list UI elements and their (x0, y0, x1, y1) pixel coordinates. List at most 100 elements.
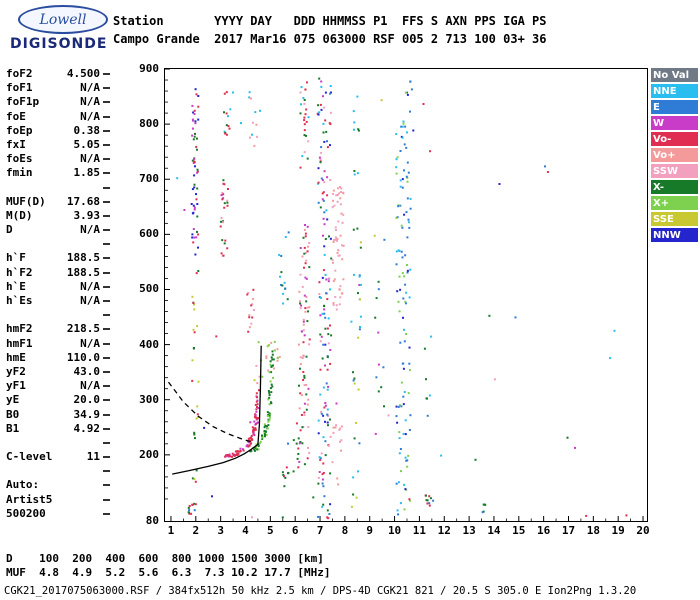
row-tick (103, 314, 110, 317)
param-value: N/A (80, 152, 100, 166)
param-value: 17.68 (66, 194, 100, 208)
param-row-spacer (6, 463, 110, 477)
row-tick (103, 413, 110, 416)
x-axis-tick-label: 13 (462, 524, 476, 537)
param-row-spacer (6, 236, 110, 250)
x-axis-tick-label: 11 (412, 524, 427, 537)
x-axis-tick-label: 18 (586, 524, 600, 537)
row-tick (103, 243, 110, 246)
x-axis-tick-label: 2 (192, 524, 200, 537)
param-label: foF2 (6, 67, 33, 80)
param-value: 43.0 (73, 364, 101, 378)
row-tick (103, 370, 110, 373)
row-tick (103, 172, 110, 175)
param-label: hmE (6, 350, 26, 364)
row-tick (103, 399, 110, 402)
param-value: 110.0 (66, 350, 100, 364)
param-row: Auto: (6, 477, 110, 491)
row-tick (103, 229, 110, 232)
row-tick (103, 158, 110, 161)
x-axis-tick-label: 20 (636, 524, 650, 537)
row-tick (103, 143, 110, 146)
row-tick (103, 342, 110, 345)
param-label: foEs (6, 152, 33, 166)
row-tick (103, 427, 110, 430)
logo-brand-text: Lowell (39, 11, 87, 28)
param-label: MUF(D) (6, 194, 46, 208)
param-value: 5.05 (73, 137, 101, 151)
y-axis-tick-label: 80 (145, 514, 159, 527)
muf-distance-row: D 100 200 400 600 800 1000 1500 3000 [km… (6, 552, 324, 565)
param-label: Artist5 (6, 492, 53, 506)
param-row: fmin 1.85 (6, 165, 110, 179)
lowell-logo-oval: Lowell (18, 5, 108, 34)
param-row: fxI 5.05 (6, 137, 110, 151)
param-row: h`Es N/A (6, 293, 110, 307)
param-row: D N/A (6, 222, 110, 236)
param-value: N/A (80, 379, 100, 393)
param-label: C-level (6, 450, 53, 464)
x-axis-tick-label: 1 (167, 524, 175, 537)
param-row: foF1 N/A (6, 80, 110, 94)
param-value: N/A (80, 336, 100, 350)
param-row: yE 20.0 (6, 392, 110, 406)
muf-values-row: MUF 4.8 4.9 5.2 5.6 6.3 7.3 10.2 17.7 [M… (6, 566, 331, 579)
row-tick (103, 498, 110, 501)
legend-item-NNE: NNE (651, 84, 698, 98)
param-label: yF2 (6, 364, 26, 378)
param-row: Artist5 (6, 492, 110, 506)
param-value: 188.5 (66, 251, 100, 265)
row-tick (103, 186, 110, 189)
param-label: foF1p (6, 95, 40, 109)
lowell-digisonde-logo: Lowell DIGISONDE (10, 5, 114, 52)
row-tick (103, 300, 110, 302)
param-value: 3.93 (73, 208, 101, 222)
row-tick (103, 441, 110, 444)
param-label: hmF1 (6, 336, 33, 350)
param-row: hmE 110.0 (6, 350, 110, 364)
x-axis-tick-label: 6 (291, 524, 299, 537)
param-value: N/A (80, 223, 100, 237)
param-row: foEs N/A (6, 151, 110, 165)
param-value: 218.5 (66, 322, 100, 336)
x-axis-tick-label: 14 (487, 524, 501, 537)
row-tick (103, 115, 110, 118)
param-value: N/A (80, 279, 100, 293)
param-row: M(D) 3.93 (6, 208, 110, 222)
param-row: B1 4.92 (6, 421, 110, 435)
param-label: hmF2 (6, 322, 33, 336)
header-field-values: Campo Grande 2017 Mar16 075 063000 RSF 0… (113, 32, 547, 46)
row-tick (103, 328, 110, 331)
param-value: 0.38 (73, 123, 101, 137)
row-tick (103, 257, 110, 260)
x-axis-tick-label: 12 (437, 524, 451, 537)
param-value: N/A (80, 81, 100, 95)
y-axis-tick-label: 200 (139, 447, 159, 461)
x-axis-tick-label: 16 (537, 524, 551, 537)
legend-item-Vo-: Vo- (651, 132, 698, 146)
param-row: h`F 188.5 (6, 250, 110, 264)
param-value: 1.85 (73, 166, 101, 180)
param-row: h`E N/A (6, 279, 110, 293)
x-axis-tick-label: 8 (341, 524, 349, 537)
param-label: fxI (6, 137, 26, 151)
x-axis-tick-label: 10 (387, 524, 402, 537)
param-row-spacer (6, 435, 110, 449)
param-value: N/A (80, 294, 100, 307)
row-tick (103, 129, 110, 132)
param-label: fmin (6, 166, 33, 180)
x-axis-tick-label: 15 (512, 524, 526, 537)
row-tick (103, 200, 110, 203)
param-label: B1 (6, 421, 20, 435)
row-tick (103, 385, 110, 388)
logo-product-text: DIGISONDE (10, 36, 108, 52)
legend-item-NoVal: No Val (651, 68, 698, 82)
param-value: 20.0 (73, 393, 101, 407)
param-label: foE (6, 109, 26, 123)
y-axis-tick-label: 400 (139, 337, 159, 351)
y-axis-tick-label: 300 (139, 392, 159, 406)
ionospheric-parameters-panel: foF2 4.500 foF1 N/A foF1p N/A foE N/A foEp 0.38 fx… (6, 66, 110, 520)
param-label: D (6, 223, 13, 237)
row-tick (103, 356, 110, 359)
